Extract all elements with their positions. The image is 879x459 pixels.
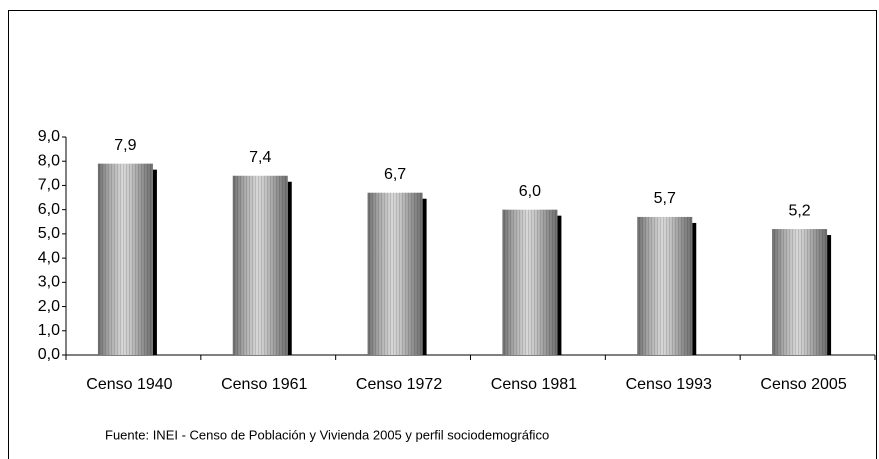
x-tick-label: Censo 2005 (760, 376, 846, 393)
y-tick-label: 5,0 (38, 225, 60, 242)
x-tick-label: Censo 1972 (356, 376, 442, 393)
value-label: 5,2 (788, 202, 810, 219)
bar-texture (97, 163, 153, 355)
value-label: 6,7 (384, 166, 406, 183)
y-tick-label: 0,0 (38, 346, 60, 363)
y-tick-label: 9,0 (38, 128, 60, 145)
x-tick-label: Censo 1940 (86, 376, 172, 393)
y-tick-label: 7,0 (38, 177, 60, 194)
bar-shadow (827, 235, 832, 355)
x-tick-label: Censo 1981 (491, 376, 577, 393)
chart-border (8, 10, 877, 459)
y-tick-label: 8,0 (38, 152, 60, 169)
value-label: 5,7 (654, 190, 676, 207)
bar-texture (232, 175, 288, 355)
y-tick-label: 4,0 (38, 249, 60, 266)
y-tick-label: 3,0 (38, 274, 60, 291)
bar-shadow (692, 222, 697, 355)
source-note: Fuente: INEI - Censo de Población y Vivi… (105, 427, 549, 442)
bar-shadow (557, 215, 562, 355)
bar-shadow (287, 181, 292, 355)
y-tick-label: 1,0 (38, 322, 60, 339)
bar-texture (637, 216, 693, 355)
y-tick-label: 6,0 (38, 201, 60, 218)
bar-texture (367, 192, 423, 355)
bar-texture (772, 229, 828, 355)
x-tick-label: Censo 1993 (626, 376, 712, 393)
x-tick-label: Censo 1961 (221, 376, 307, 393)
y-tick-label: 2,0 (38, 298, 60, 315)
bar-shadow (422, 198, 427, 355)
bar-shadow (152, 169, 157, 355)
bar-texture (502, 209, 558, 355)
value-label: 7,9 (114, 137, 136, 154)
value-label: 7,4 (249, 149, 271, 166)
value-label: 6,0 (519, 183, 541, 200)
